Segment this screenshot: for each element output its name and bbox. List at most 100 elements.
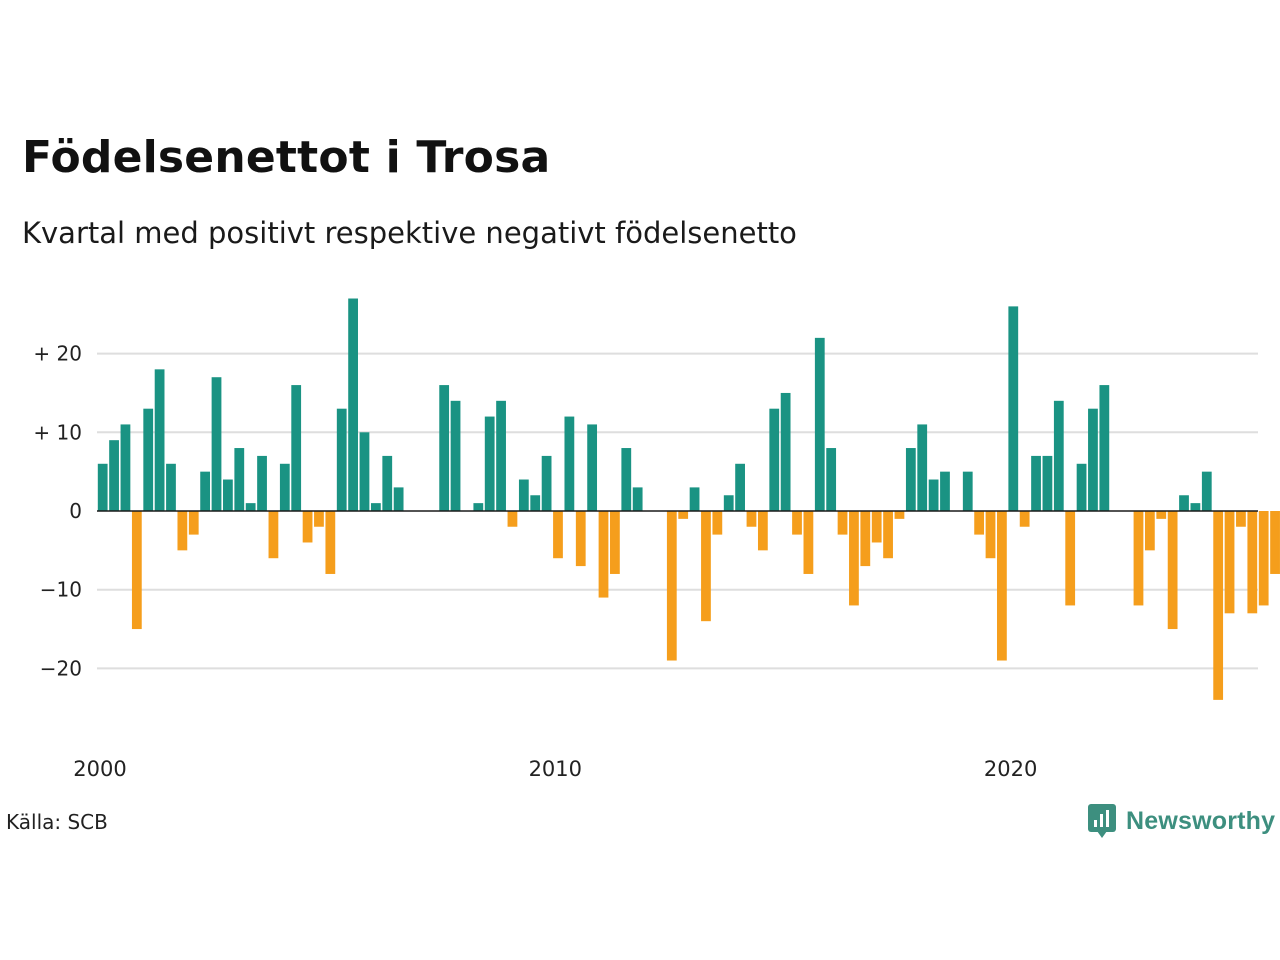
bar-positive bbox=[382, 455, 393, 511]
bar-negative bbox=[610, 511, 620, 574]
chart-speech-bubble-icon bbox=[1088, 804, 1116, 838]
bar-negative bbox=[746, 511, 757, 527]
bar-positive bbox=[473, 503, 484, 511]
bar-positive bbox=[1088, 408, 1098, 511]
bar-positive bbox=[826, 448, 837, 511]
bar-negative bbox=[1258, 511, 1269, 606]
bar-positive bbox=[564, 416, 575, 511]
y-tick-label: + 20 bbox=[33, 342, 82, 366]
bar-positive bbox=[541, 455, 552, 511]
bar-positive bbox=[279, 463, 290, 511]
bar-positive bbox=[211, 377, 222, 511]
brand-logo: Newsworthy bbox=[1088, 802, 1275, 840]
bar-negative bbox=[553, 511, 563, 559]
x-tick-label: 2000 bbox=[73, 757, 126, 781]
y-axis-ticks: + 20 + 10 0 −10 −20 bbox=[33, 342, 82, 681]
bar-negative bbox=[1213, 511, 1224, 700]
bar-negative bbox=[1224, 511, 1235, 614]
bar-positive bbox=[439, 385, 450, 511]
bar-positive bbox=[621, 448, 632, 511]
bar-negative bbox=[871, 511, 882, 543]
bar-positive bbox=[143, 408, 154, 511]
bar-negative bbox=[302, 511, 313, 543]
bar-negative bbox=[131, 511, 142, 630]
bar-positive bbox=[1190, 503, 1201, 511]
bar-positive bbox=[780, 392, 791, 511]
bar-negative bbox=[1156, 511, 1167, 519]
chart-title: Födelsenettot i Trosa bbox=[22, 132, 551, 183]
bar-positive bbox=[450, 400, 461, 511]
bar-positive bbox=[917, 424, 928, 511]
bar-positive bbox=[928, 479, 939, 511]
bar-positive bbox=[359, 432, 370, 511]
bar-negative bbox=[1144, 511, 1155, 551]
bars bbox=[97, 298, 1280, 700]
bar-negative bbox=[712, 511, 723, 535]
bar-negative bbox=[666, 511, 677, 661]
y-tick-label: −10 bbox=[40, 578, 82, 602]
bar-positive bbox=[632, 487, 643, 511]
bar-positive bbox=[905, 448, 916, 511]
bar-positive bbox=[1201, 471, 1212, 511]
y-tick-label: −20 bbox=[40, 656, 82, 680]
gridlines bbox=[97, 352, 1258, 670]
x-tick-label: 2020 bbox=[984, 757, 1037, 781]
bar-negative bbox=[598, 511, 609, 598]
bar-chart: + 20 + 10 0 −10 −20 2000 2010 2020 bbox=[33, 298, 1280, 781]
bar-negative bbox=[1270, 511, 1280, 574]
bar-negative bbox=[188, 511, 199, 535]
bar-negative bbox=[507, 511, 518, 527]
bar-negative bbox=[1133, 511, 1144, 606]
bar-positive bbox=[154, 369, 165, 511]
bar-positive bbox=[484, 416, 495, 511]
bar-positive bbox=[769, 408, 780, 511]
bar-negative bbox=[314, 511, 324, 527]
bar-positive bbox=[120, 424, 131, 511]
bar-positive bbox=[962, 471, 973, 511]
bar-positive bbox=[291, 385, 302, 511]
bar-negative bbox=[177, 511, 188, 551]
bar-positive bbox=[348, 298, 358, 511]
x-tick-label: 2010 bbox=[529, 757, 582, 781]
bar-positive bbox=[393, 487, 404, 511]
bar-negative bbox=[1019, 511, 1030, 527]
bar-positive bbox=[587, 424, 598, 511]
bar-positive bbox=[940, 471, 950, 511]
bar-negative bbox=[757, 511, 768, 551]
bar-positive bbox=[1053, 400, 1064, 511]
bar-positive bbox=[97, 463, 108, 511]
bar-negative bbox=[860, 511, 871, 567]
bar-positive bbox=[234, 448, 245, 511]
bar-positive bbox=[1179, 495, 1189, 511]
bar-positive bbox=[1031, 455, 1041, 511]
bar-positive bbox=[257, 455, 267, 511]
bar-positive bbox=[735, 463, 745, 511]
bar-positive bbox=[336, 408, 347, 511]
bar-positive bbox=[689, 487, 700, 511]
bar-negative bbox=[985, 511, 996, 559]
bar-positive bbox=[223, 479, 233, 511]
bar-positive bbox=[1008, 306, 1019, 511]
bar-negative bbox=[849, 511, 859, 606]
bar-negative bbox=[268, 511, 279, 559]
bar-negative bbox=[974, 511, 985, 535]
x-axis-ticks: 2000 2010 2020 bbox=[73, 757, 1037, 781]
bar-positive bbox=[530, 495, 541, 511]
bar-negative bbox=[575, 511, 586, 567]
bar-positive bbox=[1042, 455, 1053, 511]
bar-positive bbox=[370, 503, 381, 511]
bar-negative bbox=[325, 511, 336, 574]
bar-positive bbox=[1099, 385, 1110, 511]
bar-positive bbox=[814, 337, 825, 511]
y-tick-label: 0 bbox=[69, 499, 82, 523]
bar-positive bbox=[518, 479, 529, 511]
bar-negative bbox=[792, 511, 802, 535]
bar-positive bbox=[723, 495, 734, 511]
bar-positive bbox=[245, 503, 256, 511]
bar-positive bbox=[109, 440, 119, 511]
bar-negative bbox=[1236, 511, 1246, 527]
bar-negative bbox=[1247, 511, 1258, 614]
chart-subtitle: Kvartal med positivt respektive negativt… bbox=[22, 216, 797, 250]
bar-negative bbox=[883, 511, 893, 559]
bar-positive bbox=[1076, 463, 1087, 511]
